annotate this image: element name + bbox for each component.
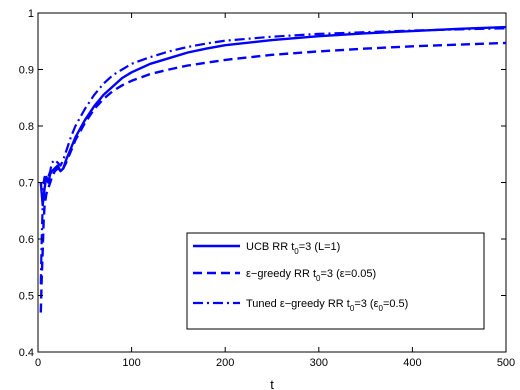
x-tick-label: 200 (216, 357, 234, 369)
y-tick-label: 0.9 (19, 65, 34, 77)
legend-label-1: UCB RR t0=3 (L=1) (246, 241, 340, 256)
y-tick-label: 1 (28, 8, 34, 20)
legend: UCB RR t0=3 (L=1) ε−greedy RR t0=3 (ε=0.0… (186, 232, 485, 330)
y-tick-label: 0.4 (19, 347, 34, 359)
series-line-2 (39, 41, 507, 313)
legend-label-3: Tuned ε−greedy RR t0=3 (ε0=0.5) (246, 298, 408, 313)
x-tick-label: 300 (310, 357, 328, 369)
tick-layer: 0 100 200 300 400 500 0.4 0.5 0.6 0.7 0.8 0.9 1 (19, 8, 515, 369)
y-tick-label: 0.7 (19, 178, 34, 190)
x-tick-label: 500 (497, 357, 515, 369)
y-tick-label: 0.6 (19, 234, 34, 246)
x-tick-label: 400 (403, 357, 421, 369)
legend-label-2: ε−greedy RR t0=3 (ε=0.05) (246, 268, 376, 283)
x-axis-label: t (270, 377, 274, 390)
series-layer (39, 25, 507, 313)
series-line-3 (39, 27, 507, 285)
y-tick-label: 0.8 (19, 121, 34, 133)
legend-box (186, 232, 485, 330)
x-tick-label: 0 (35, 357, 41, 369)
legend-entries: UCB RR t0=3 (L=1) ε−greedy RR t0=3 (ε=0.0… (193, 241, 408, 313)
y-tick-label: 0.5 (19, 291, 34, 303)
x-tick-label: 100 (122, 357, 140, 369)
